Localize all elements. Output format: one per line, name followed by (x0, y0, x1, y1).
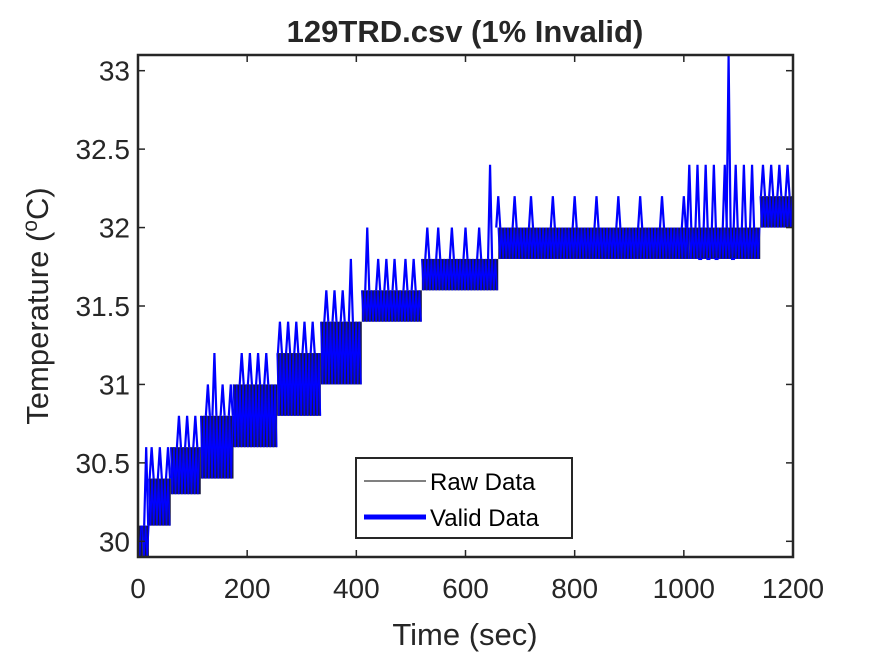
valid-data-spike (776, 164, 783, 197)
y-tick-label: 30 (99, 526, 130, 557)
valid-data-band (148, 478, 171, 526)
y-tick-label: 32 (99, 213, 130, 244)
axis-ticks (137, 55, 794, 557)
valid-data-band (421, 258, 498, 291)
chart-title: 129TRD.csv (1% Invalid) (287, 14, 644, 49)
x-tick-label: 1200 (762, 573, 824, 604)
valid-data-spike (740, 164, 747, 228)
y-tick-label: 31 (99, 369, 130, 400)
legend-label-raw-data: Raw Data (430, 469, 536, 496)
valid-data-spike (694, 164, 701, 228)
x-tick-label: 600 (442, 573, 489, 604)
valid-data-spike (301, 321, 308, 354)
valid-data-spike (768, 164, 775, 197)
legend: Raw Data Valid Data (355, 457, 573, 539)
valid-data-spike (192, 415, 199, 448)
valid-data-spike (375, 258, 382, 291)
valid-data-spike (156, 447, 163, 479)
valid-data-spike (246, 352, 253, 385)
valid-data-spike (462, 227, 469, 260)
valid-data-spike (702, 164, 709, 228)
valid-data-band (232, 384, 278, 448)
valid-data-spike (204, 384, 211, 416)
valid-data-spike (211, 353, 218, 416)
valid-data-spike (476, 227, 483, 260)
valid-data-spike (339, 290, 346, 322)
valid-data-spike (486, 164, 494, 259)
legend-box (355, 457, 573, 539)
valid-data-spike (164, 447, 172, 479)
valid-data-spike (410, 258, 417, 291)
x-tick-label: 800 (551, 573, 598, 604)
valid-data-spike (680, 196, 687, 228)
valid-data-spike (424, 227, 431, 260)
valid-data-spike (143, 447, 150, 526)
valid-data-spike (347, 258, 354, 322)
valid-data-spike (784, 164, 791, 197)
valid-data-spike (383, 258, 390, 291)
valid-data-spike (238, 352, 245, 385)
valid-data-spike (732, 164, 739, 228)
data-layer (137, 54, 794, 558)
valid-data-spike (658, 196, 666, 228)
valid-data-spike (254, 352, 262, 385)
y-axis-label: Temperature (oC) (19, 187, 55, 424)
axis-tick-labels: 0 200 400 600 800 1000 1200 30 30.5 31 31.5 32 32.5 3… (76, 56, 825, 604)
valid-data-spike (615, 196, 622, 228)
valid-data-spike (593, 196, 600, 228)
valid-data-spike (263, 352, 270, 385)
valid-data-spike (571, 196, 578, 228)
valid-data-spike (527, 196, 535, 228)
valid-data-band (170, 447, 201, 495)
y-axis-label-degree: o (19, 220, 42, 232)
valid-data-spike (219, 384, 226, 416)
valid-data-band (361, 290, 422, 322)
valid-data-spike (710, 164, 717, 228)
valid-data-spike (391, 258, 398, 291)
valid-data-band (688, 227, 761, 259)
valid-data-spike (495, 196, 502, 228)
x-axis-label: Time (sec) (392, 617, 537, 652)
valid-data-spike (148, 447, 155, 479)
y-axis-label-suffix: C) (20, 187, 55, 220)
x-tick-label: 1000 (653, 573, 715, 604)
valid-data-spike (175, 415, 183, 448)
valid-data-spike (748, 164, 756, 228)
y-tick-label: 33 (99, 56, 130, 87)
valid-data-spike (402, 258, 409, 291)
valid-data-spike (686, 164, 693, 228)
valid-data-spike (364, 227, 371, 291)
valid-data-band (276, 353, 322, 416)
valid-data-spike (309, 321, 316, 354)
legend-label-valid-data: Valid Data (430, 505, 540, 532)
y-tick-label: 31.5 (76, 291, 131, 322)
valid-data-spike (331, 290, 338, 322)
valid-data-spike (759, 164, 767, 197)
valid-data-band (320, 321, 362, 385)
y-axis-label-prefix: Temperature ( (20, 231, 55, 425)
valid-data-spike (323, 290, 330, 322)
valid-data-band (497, 227, 690, 259)
valid-data-spike (511, 196, 518, 228)
valid-data-spike (276, 321, 284, 354)
valid-data-spike (293, 321, 300, 354)
valid-data-spike (435, 227, 442, 260)
valid-data-spike (227, 384, 234, 416)
valid-data-band (141, 525, 150, 558)
y-tick-label: 30.5 (76, 448, 131, 479)
valid-data-band (759, 196, 794, 228)
valid-data-spike (448, 227, 455, 260)
x-tick-label: 400 (333, 573, 380, 604)
valid-data-spike (637, 196, 644, 228)
valid-data-spike (549, 196, 556, 228)
valid-data-spike (184, 415, 191, 448)
x-tick-label: 0 (130, 573, 146, 604)
y-tick-label: 32.5 (76, 134, 131, 165)
valid-data-spike (285, 321, 292, 354)
x-tick-label: 200 (224, 573, 271, 604)
